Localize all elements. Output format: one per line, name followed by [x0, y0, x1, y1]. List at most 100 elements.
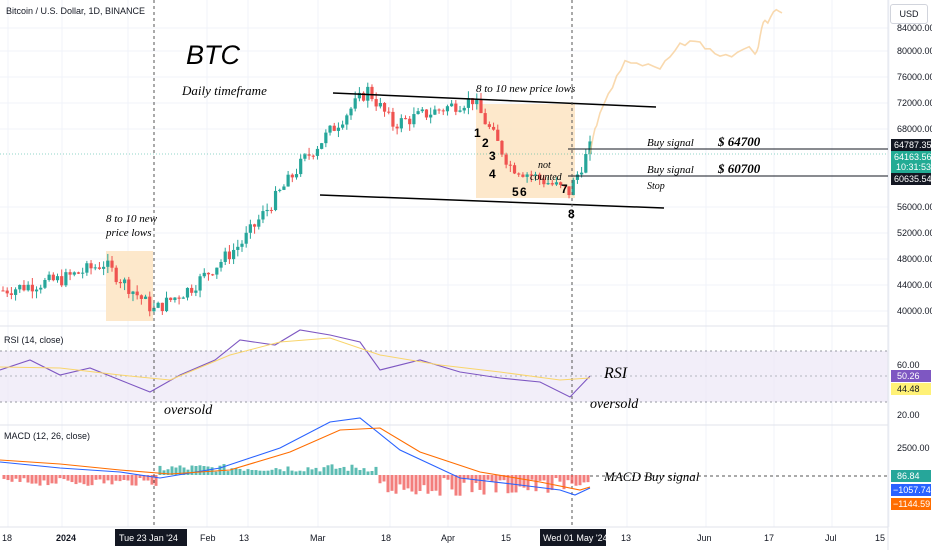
candles	[1, 82, 592, 317]
candle-body	[169, 297, 173, 301]
candle-body	[420, 109, 424, 112]
macd-signal-line	[0, 427, 591, 491]
candle-body	[563, 184, 567, 187]
candle-body	[269, 209, 273, 211]
rsi-lines	[0, 329, 591, 398]
candle-body	[236, 246, 240, 250]
candle-body	[575, 174, 580, 180]
macd-histogram-bar	[22, 475, 26, 479]
macd-histogram-bar	[398, 475, 402, 485]
currency-button[interactable]: USD	[890, 4, 928, 24]
rsi-tag-bg	[891, 370, 931, 382]
price-tag: 64163.56	[894, 152, 932, 162]
macd-histogram-bar	[318, 471, 322, 475]
candle-body	[211, 274, 215, 276]
candle-body	[538, 174, 542, 180]
macd-histogram-bar	[50, 475, 54, 484]
macd-histogram-bar	[222, 464, 226, 475]
candle-body	[588, 141, 592, 155]
count-6: 6	[520, 185, 527, 199]
candle-body	[399, 118, 403, 129]
price-tick: 56000.00	[897, 202, 932, 212]
macd-histogram-bar	[90, 475, 94, 486]
macd-histogram-bar	[314, 467, 318, 475]
macd-histogram-bar	[270, 469, 274, 475]
macd-histogram-bar	[154, 475, 158, 486]
candle-body	[294, 174, 299, 178]
candle-body	[550, 183, 554, 185]
channel-lower-line[interactable]	[319, 194, 665, 209]
macd-histogram-bar	[14, 475, 18, 479]
rsi-tag: 44.48	[897, 384, 920, 394]
candle-body	[504, 154, 508, 165]
macd-histogram-bar	[86, 475, 90, 486]
candle-body	[248, 224, 252, 233]
candle-body	[110, 260, 114, 268]
macd-histogram-bar	[518, 475, 522, 487]
macd-histogram-bar	[574, 475, 578, 486]
macd-histogram-bar	[466, 475, 470, 480]
macd-histogram-bar	[254, 470, 258, 475]
macd-histogram-bar	[586, 475, 590, 483]
macd-histogram-bar	[550, 475, 554, 491]
candle-body	[307, 154, 311, 156]
macd-histogram-bar	[18, 475, 22, 482]
candle-body	[43, 279, 47, 288]
candle-body	[18, 284, 22, 290]
candle-body	[173, 297, 177, 301]
rsi-line	[0, 329, 591, 398]
candle-body	[273, 190, 278, 211]
macd-histogram-bar	[66, 475, 70, 481]
candle-body	[458, 110, 462, 112]
annotation-macd-buy: MACD Buy signal	[603, 469, 700, 484]
candle-body	[320, 143, 324, 149]
channel-upper-line[interactable]	[332, 92, 657, 108]
candle-body	[450, 103, 454, 107]
annotation-btc: BTC	[186, 40, 241, 70]
macd-histogram-bar	[226, 471, 230, 475]
rsi-tick: 60.00	[897, 360, 920, 370]
candle-body	[181, 297, 185, 299]
time-label: Jun	[697, 533, 712, 543]
candle-body	[341, 124, 345, 128]
candle-body	[349, 108, 353, 116]
macd-histogram-bar	[158, 465, 162, 475]
candle-body	[500, 140, 504, 155]
macd-histogram-bar	[422, 475, 426, 486]
candle-body	[60, 276, 64, 286]
candle-body	[290, 174, 294, 178]
candle-body	[1, 290, 5, 292]
macd-histogram-bar	[326, 465, 330, 475]
candle-body	[190, 287, 194, 293]
candle-body	[89, 263, 93, 269]
candle-body	[387, 111, 391, 113]
macd-histogram-bar	[130, 475, 134, 486]
macd-histogram-bar	[526, 475, 530, 491]
macd-histogram-bar	[122, 475, 126, 480]
candle-body	[282, 186, 286, 190]
macd-histogram-bar	[522, 475, 526, 488]
annotation-lows-top: 8 to 10 new price lows	[476, 83, 575, 95]
macd-histogram-bar	[114, 475, 118, 481]
macd-histogram-bar	[10, 475, 14, 482]
macd-histogram-bar	[386, 475, 390, 493]
macd-histogram-bar	[34, 475, 38, 484]
macd-histogram-bar	[166, 469, 170, 475]
macd-histogram-bar	[582, 475, 586, 483]
candle-body	[378, 103, 382, 107]
candle-body	[567, 186, 571, 196]
macd-histogram-bar	[198, 465, 202, 475]
macd-histogram-bar	[266, 470, 270, 475]
time-label: Apr	[441, 533, 455, 543]
macd-histogram-bar	[454, 475, 458, 496]
rsi-tag-bg	[891, 383, 931, 395]
time-highlight-bg	[540, 529, 606, 546]
candle-body	[202, 272, 206, 277]
macd-histogram-bar	[118, 475, 122, 482]
candle-body	[30, 284, 34, 292]
macd-histogram-bar	[230, 468, 234, 475]
price-tick: 80000.00	[897, 46, 932, 56]
macd-histogram-bar	[106, 475, 110, 481]
macd-histogram-bar	[438, 475, 442, 496]
macd-histogram-bar	[502, 475, 506, 481]
